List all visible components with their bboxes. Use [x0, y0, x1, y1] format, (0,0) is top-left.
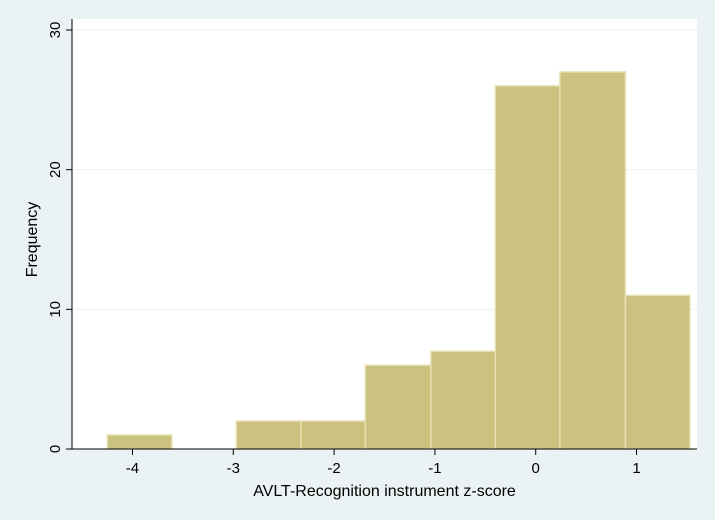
- x-axis-title: AVLT-Recognition instrument z-score: [253, 483, 516, 500]
- bar-4: [430, 350, 497, 450]
- x-tick-label--2: -2: [327, 460, 340, 477]
- y-tick-label-0: 0: [47, 445, 64, 453]
- bar-1: [235, 420, 302, 450]
- bar-7: [624, 294, 691, 450]
- bar-5: [494, 85, 561, 450]
- bars: [106, 71, 691, 450]
- x-tick-label--3: -3: [227, 460, 240, 477]
- y-tick-label-30: 30: [47, 22, 64, 39]
- y-tick-label-20: 20: [47, 161, 64, 178]
- axes: [66, 19, 697, 455]
- x-tick-label--4: -4: [126, 460, 139, 477]
- bar-6: [559, 71, 627, 450]
- y-tick-label-10: 10: [47, 301, 64, 318]
- x-tick-label-1: 1: [632, 460, 640, 477]
- bar-0: [106, 434, 173, 450]
- x-tick-label-0: 0: [532, 460, 540, 477]
- bar-3: [364, 364, 432, 450]
- y-axis-title: Frequency: [24, 202, 41, 278]
- x-tick-label--1: -1: [428, 460, 441, 477]
- bar-2: [300, 420, 367, 450]
